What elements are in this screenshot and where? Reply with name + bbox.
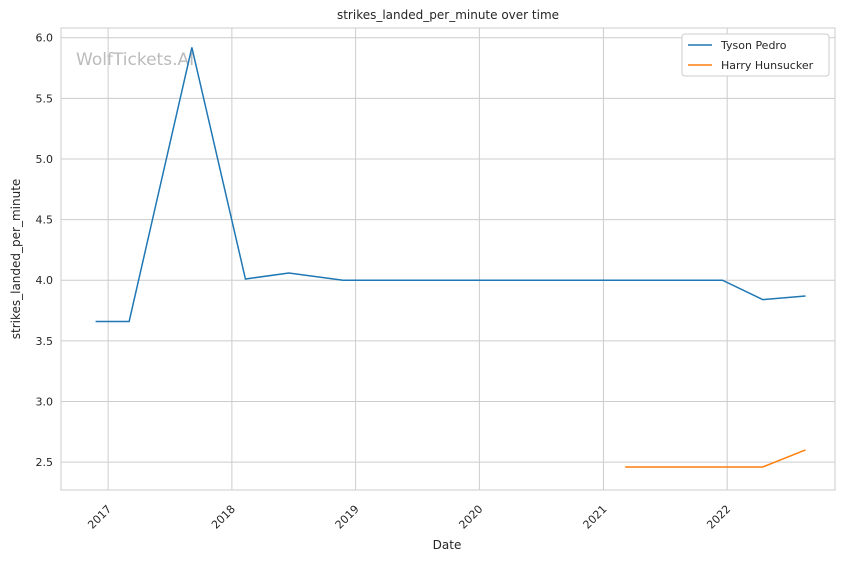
- y-tick-label: 3.0: [36, 395, 54, 408]
- x-tick-label: 2018: [209, 503, 238, 532]
- series-line-harry-hunsucker: [625, 450, 805, 467]
- x-tick-label: 2017: [85, 503, 114, 532]
- legend-label: Tyson Pedro: [720, 39, 787, 52]
- plot-frame: [61, 28, 835, 490]
- x-tick-label: 2019: [333, 503, 362, 532]
- watermark: WolfTickets.AI: [76, 50, 194, 70]
- y-tick-label: 6.0: [36, 32, 54, 45]
- y-tick-label: 5.0: [36, 153, 54, 166]
- y-tick-label: 3.5: [36, 335, 54, 348]
- legend: Tyson Pedro Harry Hunsucker: [682, 34, 829, 76]
- legend-label: Harry Hunsucker: [721, 59, 814, 72]
- x-tick-label: 2021: [581, 503, 610, 532]
- y-tick-label: 2.5: [36, 456, 54, 469]
- chart-title: strikes_landed_per_minute over time: [337, 8, 559, 22]
- x-axis-label: Date: [433, 538, 462, 552]
- y-axis-label: strikes_landed_per_minute: [9, 179, 23, 340]
- x-tick-label: 2020: [456, 503, 485, 532]
- y-tick-label: 4.0: [36, 274, 54, 287]
- y-tick-label: 5.5: [36, 92, 54, 105]
- y-tick-label: 4.5: [36, 214, 54, 227]
- x-tick-label: 2022: [704, 503, 733, 532]
